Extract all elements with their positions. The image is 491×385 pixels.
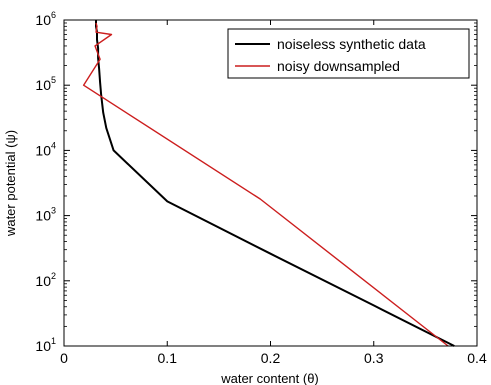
- x-tick-label: 0.2: [261, 350, 281, 366]
- legend-box: [227, 28, 470, 79]
- y-tick-label: 105: [35, 75, 56, 93]
- series-layer: [82, 20, 455, 347]
- y-tick-label: 102: [35, 271, 56, 289]
- series-line-0: [95, 20, 455, 347]
- y-tick-label: 101: [35, 336, 56, 354]
- x-tick-label: 0: [60, 350, 68, 366]
- legend: noiseless synthetic data noisy downsampl…: [227, 28, 470, 79]
- x-tick-label: 0.4: [467, 350, 487, 366]
- y-tick-label: 103: [35, 206, 56, 224]
- y-tick-label: 104: [35, 140, 56, 158]
- legend-label-noiseless: noiseless synthetic data: [277, 36, 426, 52]
- x-axis-label: water content (θ): [220, 371, 319, 385]
- plot-frame: [63, 19, 478, 347]
- y-tick-label: 106: [35, 10, 56, 28]
- x-tick-label: 0.3: [364, 350, 384, 366]
- x-tick-label: 0.1: [158, 350, 178, 366]
- legend-label-noisy: noisy downsampled: [277, 58, 400, 74]
- series-line-1: [82, 22, 449, 347]
- y-axis-label: water potential (ψ): [3, 130, 18, 237]
